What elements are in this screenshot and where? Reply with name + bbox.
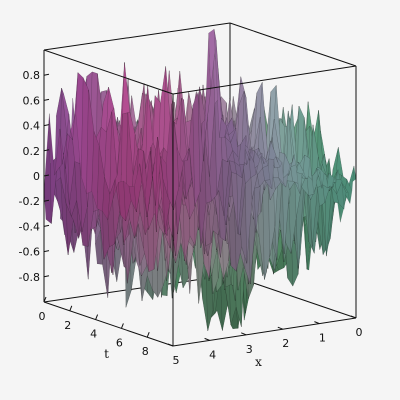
x-tick-mark xyxy=(314,321,320,325)
surface-patch xyxy=(302,154,311,179)
z-tick-mark xyxy=(43,174,50,177)
z-tick-mark xyxy=(43,124,50,127)
z-tick-mark xyxy=(43,250,50,253)
x-tick-mark xyxy=(167,343,174,347)
box-edge xyxy=(172,65,357,95)
z-tick-mark xyxy=(43,224,50,227)
surface-patch xyxy=(238,135,247,165)
t-tick-mark xyxy=(120,323,124,329)
t-tick-mark xyxy=(146,332,150,338)
z-tick-label: -0.8 xyxy=(19,271,40,284)
z-tick-label: 0 xyxy=(33,170,40,183)
x-tick-mark xyxy=(277,326,283,330)
x-tick-label: 1 xyxy=(319,332,326,345)
box-edge xyxy=(43,22,231,51)
t-tick-mark xyxy=(43,296,47,303)
x-axis-label: x xyxy=(255,355,262,369)
t-tick-mark xyxy=(69,305,73,311)
surface-patch xyxy=(234,161,243,179)
z-tick-label: 0.2 xyxy=(23,145,41,158)
box-edge xyxy=(229,22,357,67)
z-tick-mark xyxy=(43,199,50,202)
x-tick-mark xyxy=(350,315,357,319)
x-tick-label: 0 xyxy=(356,326,363,339)
z-tick-mark xyxy=(43,149,50,152)
z-tick-label: 0.6 xyxy=(23,94,41,107)
t-tick-mark xyxy=(95,314,99,320)
surface-patch xyxy=(230,128,239,158)
z-tick-label: -0.2 xyxy=(19,195,40,208)
t-axis-label: t xyxy=(104,347,109,361)
z-tick-label: -0.4 xyxy=(19,220,40,233)
x-tick-mark xyxy=(241,332,247,336)
surface-patch xyxy=(344,178,353,204)
x-tick-mark xyxy=(204,337,210,341)
t-tick-label: 4 xyxy=(90,328,97,341)
z-tick-label: -0.6 xyxy=(19,246,40,259)
surface-patch xyxy=(262,165,271,181)
box-edge xyxy=(43,301,174,347)
z-tick-label: 0.8 xyxy=(23,69,41,82)
axis-ticks xyxy=(43,73,357,347)
t-tick-label: 2 xyxy=(64,319,71,332)
surface-patch xyxy=(282,153,291,179)
t-tick-label: 8 xyxy=(142,345,149,358)
x-tick-label: 2 xyxy=(282,337,289,350)
box-edge xyxy=(172,317,357,347)
surface-patch xyxy=(228,128,237,143)
axis-labels: 0.8 0.6 0.4 0.2 0 -0.2 -0.4 -0.6 -0.8 0 2 4 6 8 0 1 2 3 4 5… xyxy=(19,69,363,369)
z-tick-mark xyxy=(43,73,50,76)
x-tick-label: 5 xyxy=(173,354,180,367)
t-tick-label: 0 xyxy=(39,310,46,323)
x-tick-label: 3 xyxy=(246,343,253,356)
surface-mesh xyxy=(43,28,357,331)
z-tick-mark xyxy=(43,98,50,101)
z-tick-mark xyxy=(43,275,50,278)
x-tick-label: 4 xyxy=(209,348,216,361)
surface-patch xyxy=(252,150,261,170)
t-tick-label: 6 xyxy=(116,336,123,349)
surface-patch xyxy=(224,117,233,138)
box-edge xyxy=(43,49,174,95)
z-tick-label: 0.4 xyxy=(23,120,41,133)
